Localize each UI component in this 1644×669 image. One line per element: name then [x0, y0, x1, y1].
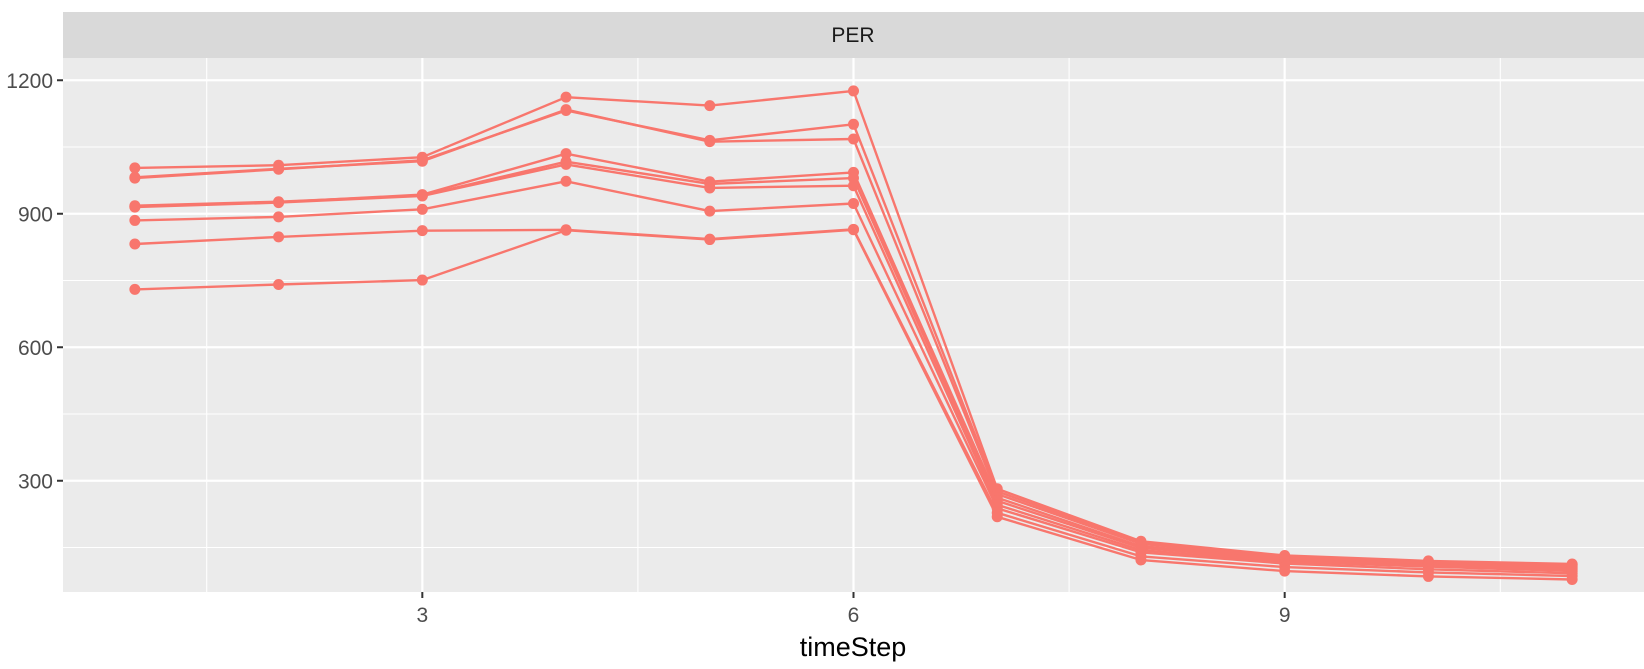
data-point	[848, 172, 859, 184]
data-point	[273, 211, 285, 223]
data-point	[1422, 570, 1434, 582]
data-point	[129, 283, 141, 295]
data-point	[1566, 574, 1578, 586]
facet-strip-label: PER	[831, 24, 874, 47]
x-tick-label: 9	[1279, 604, 1291, 627]
data-point	[129, 201, 141, 213]
data-point	[560, 104, 572, 116]
data-point	[416, 274, 428, 286]
data-point	[560, 175, 572, 187]
data-point	[273, 279, 285, 291]
data-point	[848, 133, 859, 145]
data-point	[704, 136, 716, 148]
data-point	[129, 238, 141, 250]
data-point	[129, 214, 141, 226]
y-tick-label: 600	[18, 337, 53, 360]
data-point	[704, 100, 716, 112]
x-axis-title: timeStep	[800, 632, 907, 662]
data-point	[991, 511, 1003, 523]
data-point	[1279, 565, 1291, 577]
data-point	[129, 162, 141, 174]
data-point	[848, 224, 859, 236]
data-point	[848, 198, 859, 210]
series-layer	[129, 85, 1578, 586]
data-point	[416, 155, 428, 167]
y-tick-label: 900	[18, 203, 53, 226]
data-point	[416, 225, 428, 237]
data-point	[560, 91, 572, 103]
data-point	[129, 171, 141, 183]
y-tick-label: 1200	[6, 70, 53, 93]
data-point	[560, 158, 572, 170]
data-point	[273, 163, 285, 175]
data-point	[560, 148, 572, 160]
data-point	[416, 190, 428, 202]
data-point	[704, 182, 716, 194]
series-9	[129, 224, 1578, 586]
x-tick-label: 3	[416, 604, 428, 627]
data-point	[273, 197, 285, 209]
data-point	[704, 234, 716, 246]
data-point	[1135, 554, 1147, 566]
data-point	[560, 224, 572, 236]
data-point	[273, 231, 285, 243]
facet-strip	[63, 12, 1644, 58]
data-point	[416, 203, 428, 215]
y-axis: 300 600 900 1200	[6, 70, 63, 493]
data-point	[704, 205, 716, 217]
x-axis: 3 6 9	[416, 592, 1291, 627]
data-point	[848, 85, 859, 97]
data-point	[848, 118, 859, 130]
y-tick-label: 300	[18, 470, 53, 493]
x-tick-label: 6	[848, 604, 860, 627]
data-point	[848, 180, 859, 192]
